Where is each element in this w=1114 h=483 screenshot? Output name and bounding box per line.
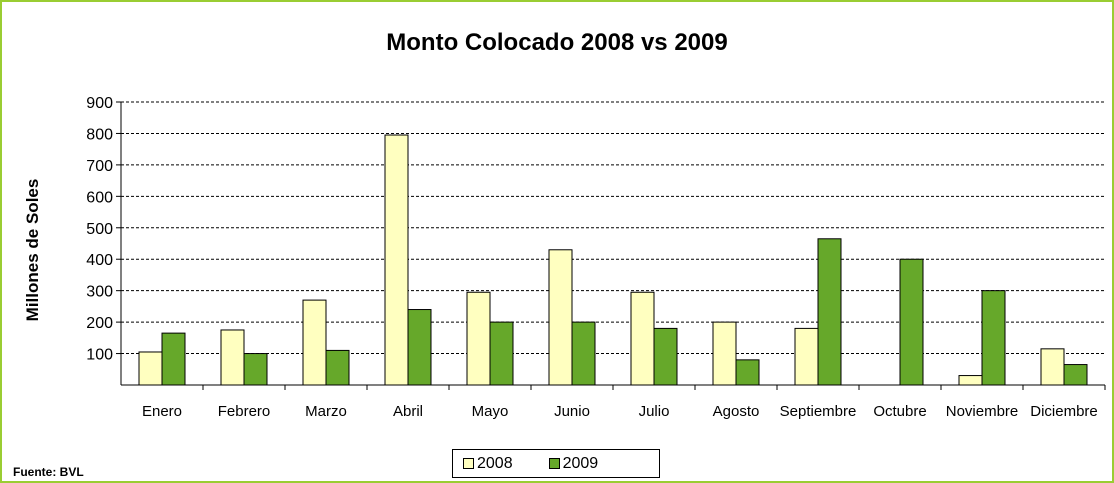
bar-2009-enero xyxy=(161,332,186,386)
bar-2008-abril xyxy=(384,134,409,386)
bar-2008-junio xyxy=(548,249,573,386)
bar-2008-mayo xyxy=(466,291,491,386)
chart-title: Monto Colocado 2008 vs 2009 xyxy=(386,29,728,56)
y-tick-label-300: 300 xyxy=(86,284,113,301)
bar-2009-mayo xyxy=(489,321,514,386)
x-tick-label-enero: Enero xyxy=(142,403,182,420)
bar-2008-julio xyxy=(630,291,655,386)
bar-2009-noviembre xyxy=(981,290,1006,386)
bar-2008-marzo xyxy=(302,299,327,386)
y-tick-label-800: 800 xyxy=(86,126,113,143)
bar-2009-diciembre xyxy=(1063,364,1088,386)
bar-2008-enero xyxy=(138,351,163,386)
x-tick-label-noviembre: Noviembre xyxy=(946,403,1019,420)
bar-2008-septiembre xyxy=(794,327,819,386)
y-tick-label-600: 600 xyxy=(86,189,113,206)
x-tick-label-mayo: Mayo xyxy=(472,403,509,420)
y-tick-label-900: 900 xyxy=(86,95,113,112)
bar-2009-agosto xyxy=(735,359,760,386)
bar-2009-julio xyxy=(653,327,678,386)
y-tick-label-500: 500 xyxy=(86,221,113,238)
legend-item-2008: 2008 xyxy=(463,455,513,473)
bar-2008-agosto xyxy=(712,321,737,386)
y-tick-label-200: 200 xyxy=(86,315,113,332)
bar-2009-octubre xyxy=(899,258,924,386)
x-tick-label-junio: Junio xyxy=(554,403,590,420)
legend-swatch-2008 xyxy=(463,458,474,469)
bar-2009-febrero xyxy=(243,353,268,386)
legend-item-2009: 2009 xyxy=(548,454,599,473)
legend-swatch-2009 xyxy=(548,458,560,469)
x-tick-label-julio: Julio xyxy=(639,403,670,420)
y-tick-label-400: 400 xyxy=(86,252,113,269)
legend: 2008 2009 xyxy=(452,449,660,478)
legend-label-2009: 2009 xyxy=(562,454,599,472)
bar-2008-diciembre xyxy=(1040,348,1065,386)
x-tick-label-diciembre: Diciembre xyxy=(1030,403,1098,420)
bar-2009-marzo xyxy=(325,349,350,386)
x-tick-label-abril: Abril xyxy=(393,403,423,420)
x-tick-label-agosto: Agosto xyxy=(713,403,760,420)
bar-2009-abril xyxy=(407,309,432,386)
x-tick-label-septiembre: Septiembre xyxy=(780,403,857,420)
y-tick-label-700: 700 xyxy=(86,158,113,175)
y-tick-label-100: 100 xyxy=(86,347,113,364)
legend-label-2008: 2008 xyxy=(477,454,513,472)
bar-2008-noviembre xyxy=(958,375,983,386)
bar-2009-junio xyxy=(571,321,596,386)
x-tick-label-octubre: Octubre xyxy=(873,403,926,420)
bar-2008-febrero xyxy=(220,329,245,386)
x-tick-label-marzo: Marzo xyxy=(305,403,347,420)
source-note: Fuente: BVL xyxy=(13,465,84,479)
x-tick-label-febrero: Febrero xyxy=(218,403,271,420)
bar-2009-septiembre xyxy=(817,238,842,386)
